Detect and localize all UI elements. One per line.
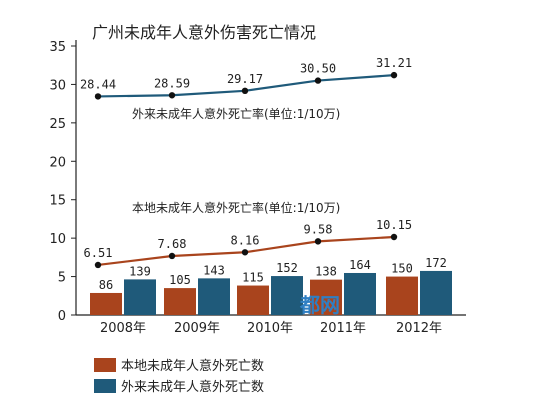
lines: 28.44 28.59 29.17 30.50 31.21 外来未成年人意外死亡率(单位:…	[80, 56, 412, 269]
line-point	[94, 261, 102, 269]
bar	[90, 292, 122, 315]
bar-value-label: 86	[99, 278, 113, 292]
y-tick-label: 25	[49, 117, 66, 132]
bar-value-label: 115	[242, 271, 264, 285]
line-point	[241, 249, 249, 256]
y-tick-label: 30	[49, 78, 66, 93]
bar	[271, 276, 303, 315]
y-tick-label: 20	[49, 155, 66, 170]
line-point	[314, 77, 322, 84]
x-tick-label: 2011年	[320, 321, 366, 336]
bar	[310, 279, 342, 315]
chart-title: 广州未成年人意外伤害死亡情况	[92, 23, 316, 42]
legend-label: 外来未成年人意外死亡数	[121, 379, 264, 395]
legend-label: 本地未成年人意外死亡数	[121, 358, 264, 374]
y-tick-label: 0	[58, 309, 66, 324]
y-tick-label: 35	[49, 40, 66, 55]
line-point	[314, 238, 322, 245]
bar	[237, 285, 269, 315]
line-point	[94, 93, 102, 100]
line-value-label: 10.15	[376, 218, 412, 232]
line-point	[168, 92, 176, 99]
legend-swatch	[94, 358, 116, 372]
line-point	[390, 233, 398, 241]
line-value-label: 30.50	[300, 62, 336, 76]
bar-value-label: 172	[425, 256, 447, 270]
y-tick-label: 5	[58, 271, 66, 286]
bar	[386, 276, 418, 315]
line-value-label: 28.59	[154, 76, 190, 90]
x-tick-label: 2010年	[247, 321, 293, 336]
line-value-label: 28.44	[80, 77, 116, 91]
line-value-label: 7.68	[158, 237, 187, 251]
line-value-label: 8.16	[231, 233, 260, 247]
line-point	[168, 252, 176, 260]
line-value-label: 31.21	[376, 56, 412, 70]
bar-value-label: 105	[169, 273, 191, 287]
x-tick-label: 2012年	[396, 321, 442, 336]
bar-value-label: 139	[129, 264, 151, 278]
bars: 86 105 115 138 150 139 143 152 164 172	[90, 256, 452, 315]
bar-value-label: 150	[391, 262, 413, 276]
line-value-label: 6.51	[84, 246, 113, 260]
bar	[344, 272, 376, 315]
line-point	[241, 87, 249, 95]
bar-value-label: 164	[349, 258, 371, 272]
axes: 0 5 10 15 20 25 30 35 2008年 2009年 2010年 2011年 2012年	[49, 40, 466, 336]
legend-swatch	[94, 379, 116, 393]
line-value-label: 9.58	[304, 222, 333, 236]
bar	[198, 278, 230, 315]
bar-value-label: 138	[315, 265, 337, 279]
watermark-text: 都网	[299, 293, 340, 317]
y-tick-label: 10	[49, 232, 66, 247]
bar-value-label: 152	[276, 261, 298, 275]
bar	[164, 288, 196, 315]
bar	[124, 279, 156, 315]
line-value-label: 29.17	[227, 72, 263, 86]
bar	[420, 270, 452, 315]
series-name-label: 外来未成年人意外死亡率(单位:1/10万)	[132, 106, 340, 121]
y-tick-label: 15	[49, 194, 66, 209]
series-name-label: 本地未成年人意外死亡率(单位:1/10万)	[132, 200, 340, 215]
bar-value-label: 143	[203, 263, 225, 277]
x-tick-label: 2008年	[100, 321, 146, 336]
x-tick-label: 2009年	[174, 321, 220, 336]
line-point	[390, 71, 398, 79]
